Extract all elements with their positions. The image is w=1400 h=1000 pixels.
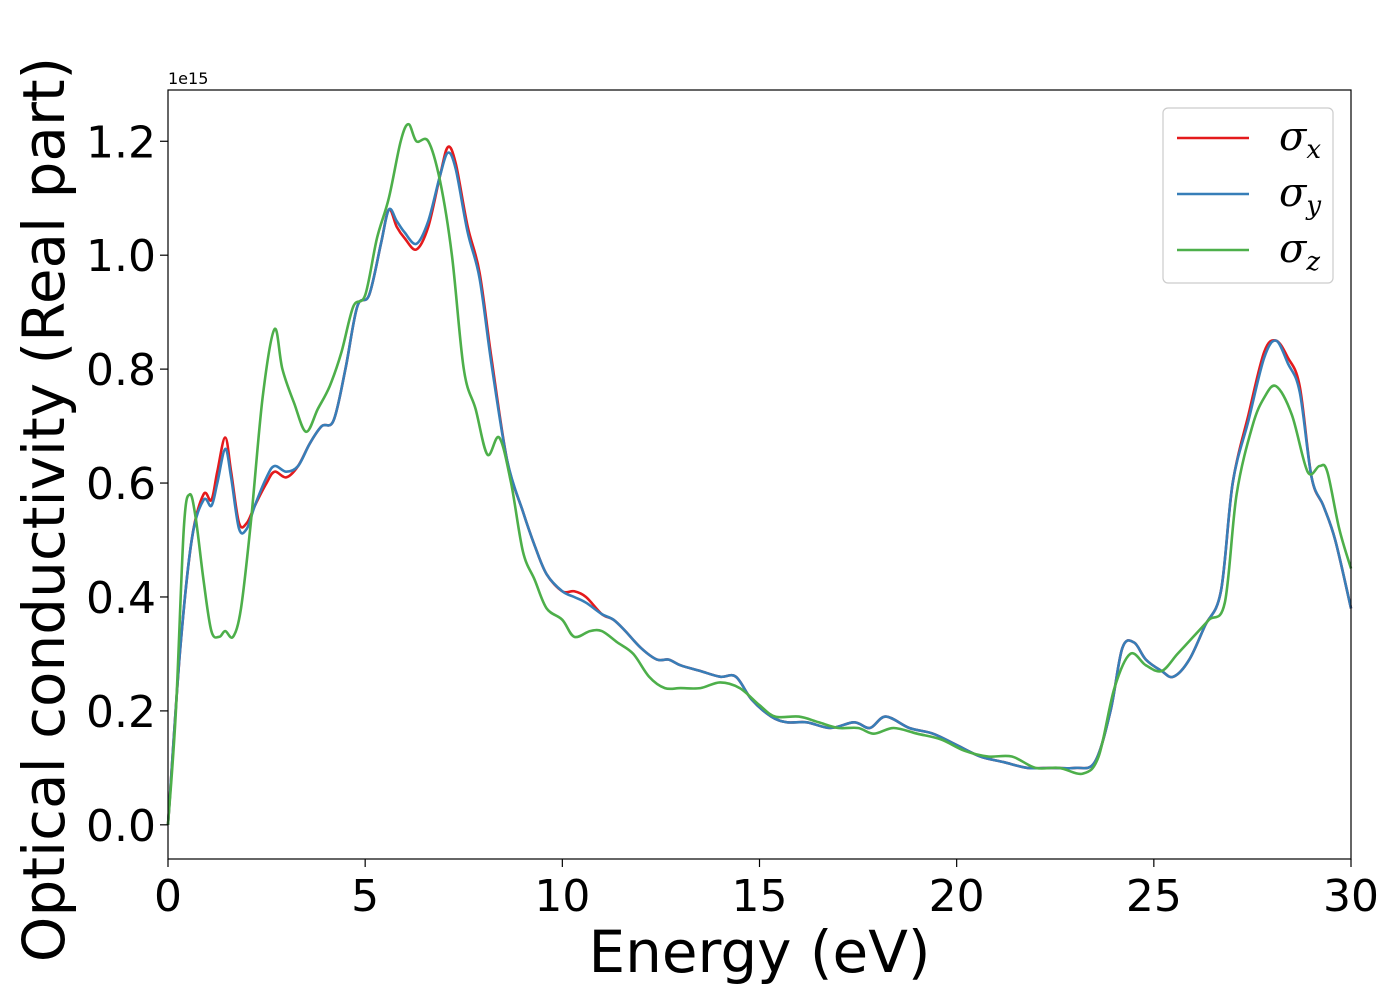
- x-axis-title: Energy (eV): [588, 918, 930, 986]
- x-tick-label: 30: [1323, 871, 1379, 922]
- legend-label-sigma-z: σz: [1279, 226, 1320, 277]
- y-tick-label: 0.6: [86, 459, 156, 510]
- y-tick-label: 0.2: [86, 687, 156, 738]
- x-tick-label: 5: [351, 871, 379, 922]
- legend-frame: [1162, 107, 1334, 284]
- series-line-sigma-y: [166, 151, 1353, 825]
- y-tick-label: 0.0: [86, 801, 156, 852]
- legend-label-sigma-y: σy: [1279, 170, 1321, 221]
- y-offset-text: 1e15: [168, 69, 208, 88]
- y-tick-label: 0.4: [86, 573, 156, 624]
- x-axis-ticks: 0 5 10 15 20 25 30: [154, 859, 1379, 922]
- series-layer: [166, 122, 1353, 825]
- y-axis-ticks: 0.0 0.2 0.4 0.6 0.8 1.0 1.2: [86, 117, 168, 852]
- series-line-sigma-z: [166, 122, 1353, 825]
- x-tick-label: 15: [732, 871, 788, 922]
- y-axis-title: Optical conductivity (Real part): [10, 57, 78, 962]
- y-tick-label: 0.8: [86, 345, 156, 396]
- x-tick-label: 25: [1126, 871, 1182, 922]
- x-tick-label: 20: [929, 871, 985, 922]
- y-tick-label: 1.0: [86, 231, 156, 282]
- x-tick-label: 10: [534, 871, 590, 922]
- x-tick-label: 0: [154, 871, 182, 922]
- legend-label-sigma-x: σx: [1279, 114, 1321, 165]
- y-tick-label: 1.2: [86, 117, 156, 168]
